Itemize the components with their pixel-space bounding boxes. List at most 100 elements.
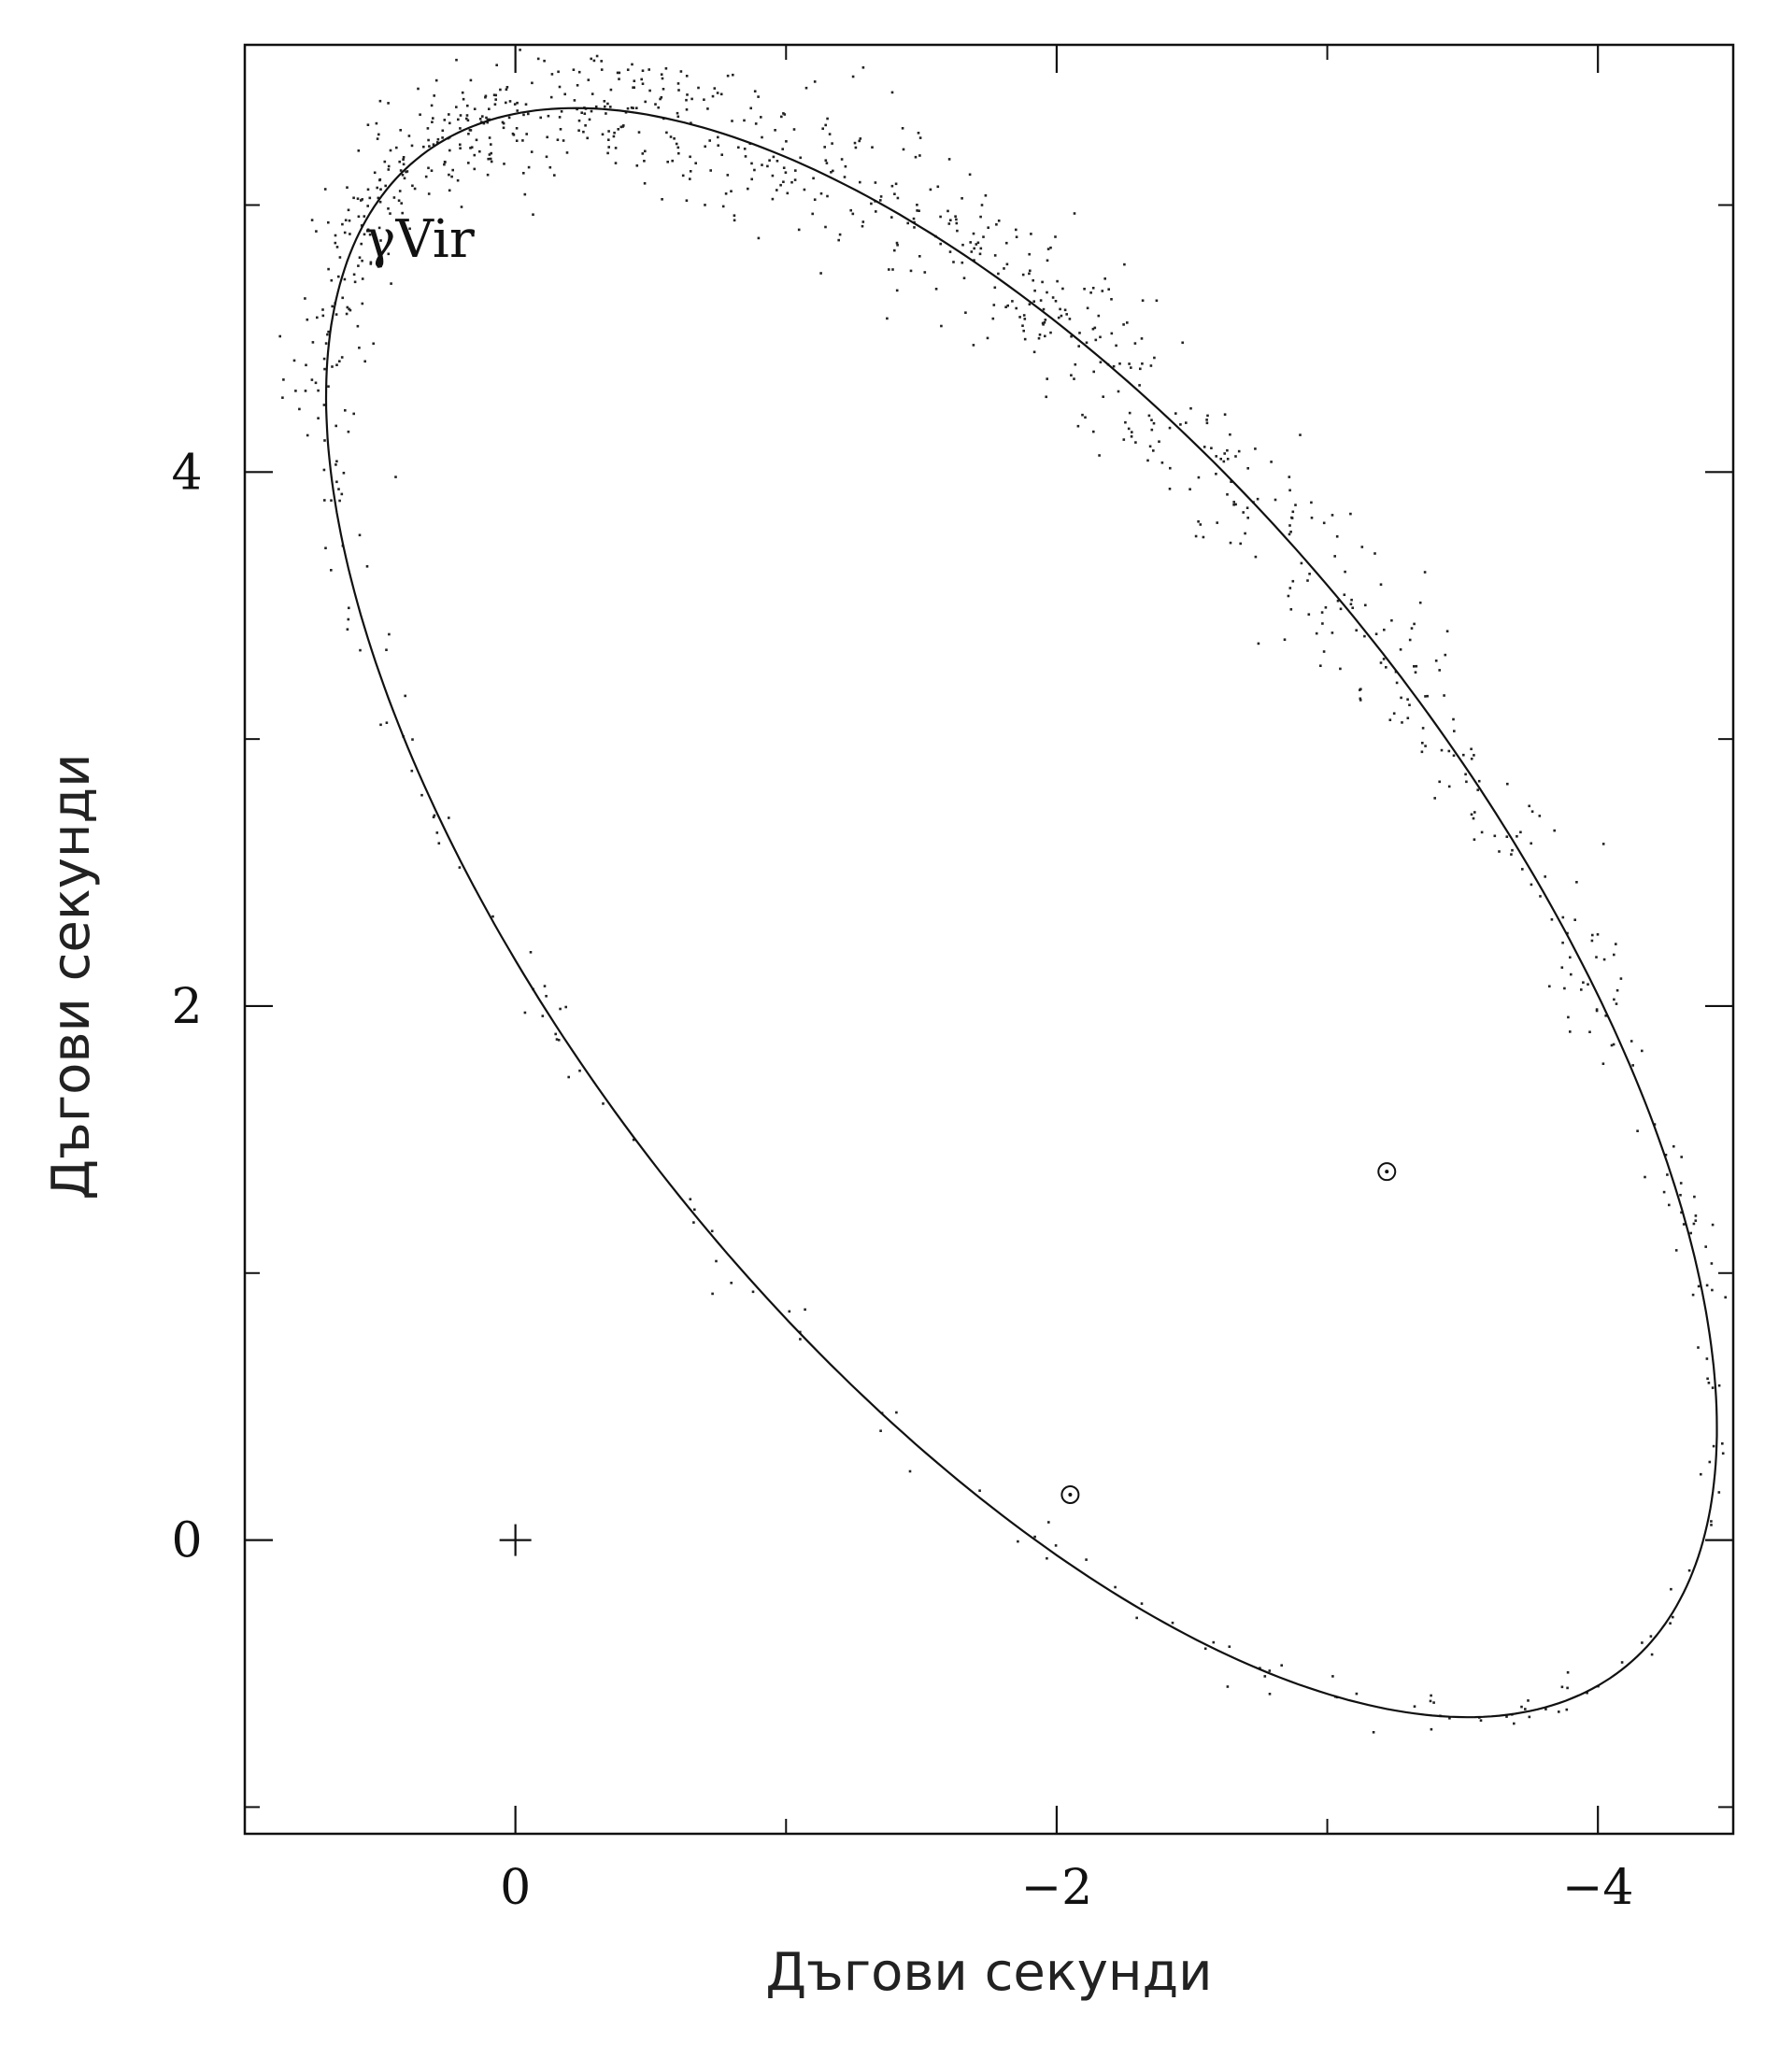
observation-point: [1097, 314, 1101, 318]
observation-point: [1268, 1693, 1272, 1696]
observation-point: [788, 1310, 791, 1313]
observation-point: [1212, 1640, 1216, 1644]
observation-point: [323, 367, 326, 371]
observation-point: [1310, 501, 1313, 504]
observation-point: [376, 186, 378, 190]
observation-point: [819, 192, 823, 195]
observation-point: [1530, 810, 1534, 813]
observation-point: [1343, 593, 1346, 596]
observation-point: [1168, 426, 1172, 430]
observation-point: [648, 68, 650, 71]
observation-point: [486, 173, 490, 177]
observation-point: [334, 241, 337, 245]
observation-point: [1042, 307, 1046, 311]
observation-point: [502, 126, 505, 130]
observation-point: [1359, 697, 1362, 701]
observation-point: [411, 184, 414, 188]
observation-point: [1392, 712, 1396, 715]
observation-point: [1149, 364, 1153, 367]
observation-point: [1049, 246, 1052, 249]
observation-point: [1226, 493, 1229, 496]
observation-point: [490, 151, 492, 155]
observation-point: [1093, 326, 1097, 330]
observation-point: [939, 242, 942, 246]
observation-point: [1070, 334, 1073, 338]
observation-point: [582, 130, 585, 134]
observation-point: [743, 119, 746, 122]
observation-point: [1203, 1647, 1207, 1651]
observation-point: [322, 404, 326, 406]
observation-point: [1153, 356, 1156, 360]
observation-point: [709, 169, 712, 172]
observation-point: [891, 268, 894, 271]
observation-point: [1351, 606, 1354, 609]
observation-point: [901, 127, 904, 130]
observation-point: [378, 200, 382, 204]
observation-point: [435, 831, 439, 834]
highlighted-point-center: [1068, 1493, 1073, 1497]
observation-point: [398, 190, 402, 192]
observation-point: [1074, 362, 1077, 366]
observation-point: [1331, 514, 1334, 517]
observation-point: [1413, 665, 1416, 668]
observation-point: [676, 111, 679, 115]
observation-point: [1590, 939, 1594, 943]
observation-point: [677, 151, 680, 155]
observation-point: [1679, 1194, 1682, 1197]
observation-point: [1086, 306, 1089, 310]
observation-point: [780, 115, 783, 119]
observation-point: [402, 156, 406, 159]
observation-point: [417, 87, 420, 91]
observation-point: [660, 73, 663, 76]
observation-point: [794, 169, 797, 172]
observation-point: [1511, 848, 1514, 852]
observation-point: [486, 121, 489, 124]
observation-point: [541, 1015, 545, 1017]
observation-point: [973, 259, 975, 262]
observation-point: [353, 280, 357, 284]
observation-point: [1710, 1262, 1714, 1265]
observation-point: [387, 164, 391, 168]
observation-point: [1619, 977, 1623, 980]
observation-point: [1033, 289, 1036, 292]
observation-point: [761, 163, 763, 166]
observation-point: [1197, 475, 1201, 479]
observation-point: [383, 160, 387, 163]
observation-point: [991, 317, 995, 320]
observation-point: [389, 149, 392, 152]
observation-point: [378, 99, 382, 103]
observation-point: [430, 169, 434, 172]
observation-point: [690, 97, 693, 101]
observation-point: [395, 146, 398, 149]
observation-point: [1131, 431, 1133, 433]
observation-point: [567, 1075, 570, 1079]
observation-point: [1288, 475, 1291, 478]
observation-point: [482, 121, 486, 125]
observation-point: [473, 153, 477, 157]
observation-point: [1682, 1223, 1686, 1226]
observation-point: [986, 336, 989, 340]
observation-point: [1385, 666, 1388, 669]
observation-point: [346, 186, 349, 189]
observation-point: [1289, 531, 1292, 533]
tick-layer: [244, 45, 1733, 1834]
observation-point: [612, 135, 616, 138]
observation-point: [1127, 427, 1131, 431]
observation-point: [1219, 458, 1222, 461]
observation-point: [473, 167, 477, 171]
observation-point: [1171, 1621, 1174, 1625]
observation-point: [1130, 366, 1132, 369]
observation-point: [481, 115, 484, 118]
observation-point: [1210, 447, 1213, 449]
observation-point: [609, 106, 612, 108]
observation-point: [1553, 829, 1556, 832]
observation-point: [495, 64, 498, 66]
observation-point: [530, 150, 534, 153]
observation-point: [1094, 338, 1098, 342]
observation-point: [451, 168, 454, 172]
observation-point: [330, 499, 333, 502]
observation-point: [340, 356, 344, 359]
observation-point: [1114, 1585, 1117, 1589]
observation-point: [1073, 212, 1076, 215]
observation-point: [1230, 480, 1232, 483]
